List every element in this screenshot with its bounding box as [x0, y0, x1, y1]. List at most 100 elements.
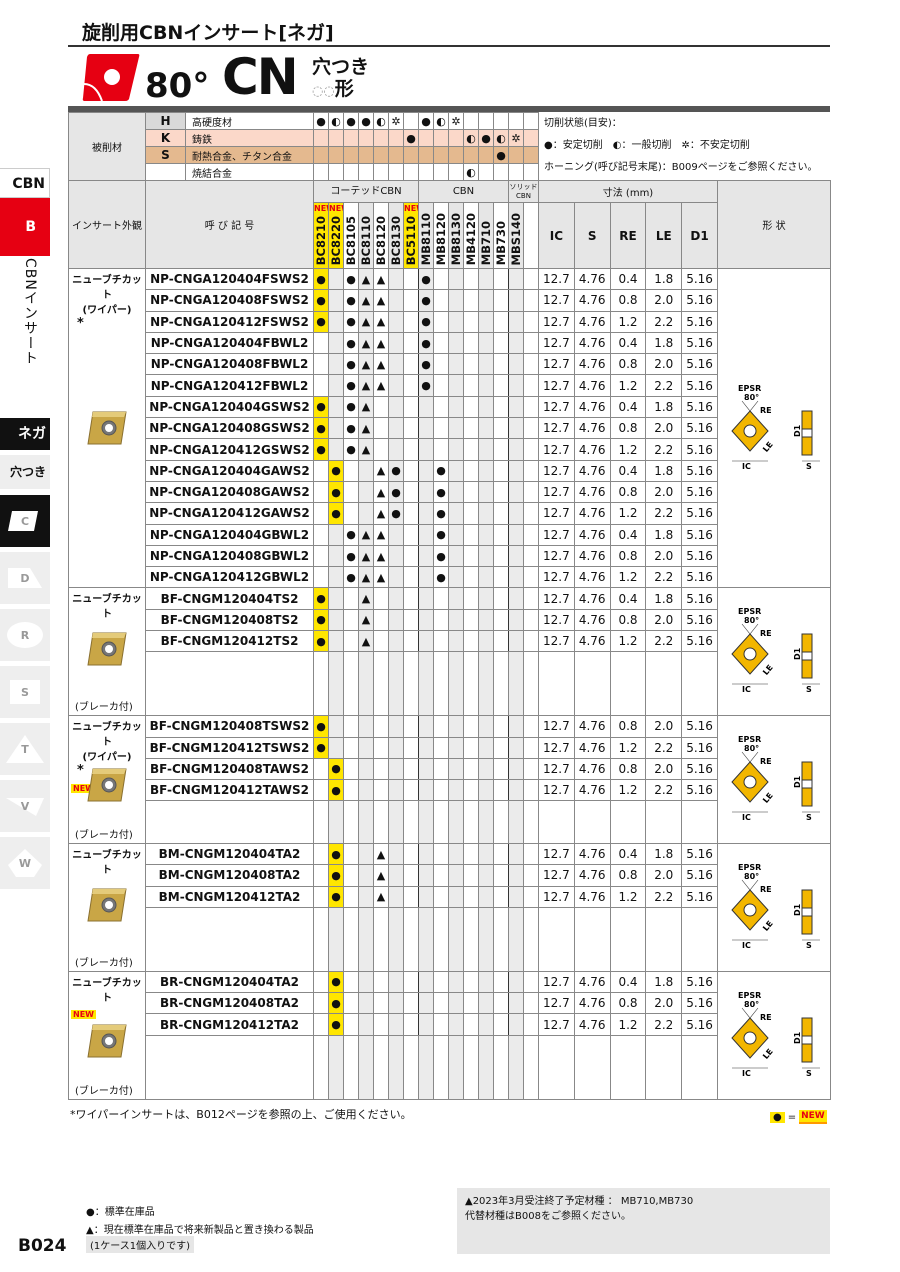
grade-cell	[403, 331, 419, 355]
insert-appearance-cell: ニューブチカット (ブレーカ付)	[68, 843, 146, 972]
grade-cell	[418, 417, 434, 440]
grade-cell	[523, 417, 539, 440]
insert-designation[interactable]: NP-CNGA120408GAWS2	[145, 480, 314, 504]
grade-cell	[328, 438, 344, 461]
grade-cell	[463, 1034, 479, 1100]
grade-cell	[478, 480, 494, 504]
breaker-label: (ブレーカ付)	[75, 702, 133, 714]
angle-label: 80°	[145, 66, 210, 106]
breaker-label: (ブレーカ付)	[75, 1085, 133, 1097]
grade-cell	[523, 395, 539, 419]
sidebar-shape-tab-w[interactable]: W	[0, 837, 50, 889]
sidebar-shape-tab-c[interactable]: C	[0, 495, 50, 547]
grade-cell: ▲	[373, 459, 389, 482]
dim-s: 4.76	[573, 353, 611, 376]
dim-blank	[538, 800, 575, 845]
grade-cell: ●	[328, 779, 344, 802]
insert-designation[interactable]: NP-CNGA120404FBWL2	[145, 331, 314, 355]
grade-cell: ●	[388, 459, 404, 482]
sidebar-tab-b[interactable]: B	[0, 198, 50, 256]
insert-designation[interactable]: NP-CNGA120412GAWS2	[145, 502, 314, 525]
insert-designation[interactable]: BF-CNGM120408TSWS2	[145, 715, 314, 738]
grade-cell: ▲	[373, 353, 389, 376]
dim-s: 4.76	[573, 757, 611, 781]
insert-designation[interactable]: NP-CNGA120404FSWS2	[145, 267, 314, 291]
dim-re: 0.4	[609, 459, 647, 482]
shape-diagram-cell: EPSR 80° RE LE IC D1 S	[716, 587, 832, 717]
sidebar-tab-hole[interactable]: 穴つき	[0, 455, 50, 489]
insert-designation[interactable]: BF-CNGM120412TSWS2	[145, 736, 314, 759]
sidebar-tab-nega[interactable]: ネガ	[0, 418, 50, 450]
grade-cell	[373, 1013, 389, 1036]
grade-cell	[388, 779, 404, 802]
grade-cell	[388, 800, 404, 845]
insert-designation[interactable]: BR-CNGM120408TA2	[145, 992, 314, 1015]
dim-blank	[681, 906, 718, 972]
insert-designation[interactable]: BF-CNGM120404TS2	[145, 587, 314, 610]
insert-designation[interactable]: BM-CNGM120412TA2	[145, 885, 314, 908]
grade-cell	[493, 310, 509, 333]
insert-designation[interactable]: NP-CNGA120412FBWL2	[145, 374, 314, 397]
grade-cell	[433, 374, 449, 397]
insert-designation[interactable]: NP-CNGA120412GBWL2	[145, 566, 314, 589]
insert-designation[interactable]: BR-CNGM120412TA2	[145, 1013, 314, 1036]
grade-cell	[508, 992, 524, 1015]
sidebar-shape-tab-d[interactable]: D	[0, 552, 50, 604]
insert-designation[interactable]: NP-CNGA120408FSWS2	[145, 289, 314, 312]
insert-designation[interactable]: NP-CNGA120408GSWS2	[145, 417, 314, 440]
grade-cell	[373, 757, 389, 781]
grade-cell	[373, 906, 389, 972]
insert-designation[interactable]: BM-CNGM120408TA2	[145, 864, 314, 887]
table-row: NP-CNGA120412FSWS2 ● ● ▲ ▲ ● 12.7 4.76 1.2 2.2 5.1…	[69, 310, 831, 333]
grade-cell	[343, 970, 359, 994]
insert-designation[interactable]: BF-CNGM120408TS2	[145, 608, 314, 632]
insert-designation[interactable]: BF-CNGM120412TS2	[145, 630, 314, 653]
dim-blank	[538, 1034, 575, 1100]
insert-designation[interactable]: BF-CNGM120412TAWS2	[145, 779, 314, 802]
insert-designation[interactable]: NP-CNGA120404GSWS2	[145, 395, 314, 419]
grade-header-bc8120: BC8120	[373, 202, 389, 269]
insert-designation[interactable]: NP-CNGA120408FBWL2	[145, 353, 314, 376]
grade-cell	[433, 885, 449, 908]
grade-cell	[523, 587, 539, 610]
sidebar-shape-tab-v[interactable]: V	[0, 780, 50, 832]
dim-ic: 12.7	[538, 992, 575, 1015]
sidebar-tab-cbn[interactable]: CBN	[0, 168, 50, 198]
grade-cell	[403, 608, 419, 632]
dim-d1: 5.16	[681, 1013, 718, 1036]
grade-cell	[373, 395, 389, 419]
insert-designation[interactable]: NP-CNGA120404GBWL2	[145, 523, 314, 546]
grade-cell	[433, 992, 449, 1015]
dim-ic: 12.7	[538, 970, 575, 994]
svg-text:RE: RE	[760, 406, 772, 415]
grade-cell: ▲	[373, 864, 389, 887]
grade-header-mbs140: MBS140	[508, 202, 524, 269]
grade-cell: ●	[343, 523, 359, 546]
grade-cell	[418, 651, 434, 717]
insert-designation[interactable]: NP-CNGA120408GBWL2	[145, 544, 314, 568]
insert-designation[interactable]: BM-CNGM120404TA2	[145, 843, 314, 866]
material-name: 高硬度材	[185, 112, 314, 130]
cutting-condition-mark: ●	[403, 129, 419, 147]
grade-cell: ●	[313, 715, 329, 738]
sidebar-shape-tab-r[interactable]: R	[0, 609, 50, 661]
grade-cell	[433, 587, 449, 610]
grade-cell	[478, 417, 494, 440]
insert-designation[interactable]: BR-CNGM120404TA2	[145, 970, 314, 994]
dim-ic: 12.7	[538, 843, 575, 866]
blank-row	[69, 651, 831, 717]
grade-cell	[328, 608, 344, 632]
dim-blank	[645, 906, 683, 972]
cn-insert-logo-icon	[82, 54, 140, 102]
grade-cell	[493, 1034, 509, 1100]
grade-cell	[523, 353, 539, 376]
insert-designation[interactable]: NP-CNGA120412FSWS2	[145, 310, 314, 333]
sidebar-shape-tab-s[interactable]: S	[0, 666, 50, 718]
insert-designation[interactable]: NP-CNGA120412GSWS2	[145, 438, 314, 461]
sidebar-shape-tab-t[interactable]: T	[0, 723, 50, 775]
insert-designation[interactable]: NP-CNGA120404GAWS2	[145, 459, 314, 482]
insert-designation[interactable]: BF-CNGM120408TAWS2	[145, 757, 314, 781]
table-row: BM-CNGM120408TA2 ● ▲ 12.7 4.76 0.8 2.0 5.16	[69, 864, 831, 887]
grade-cell: ▲	[358, 417, 374, 440]
grade-header-bc8130: BC8130	[388, 202, 404, 269]
